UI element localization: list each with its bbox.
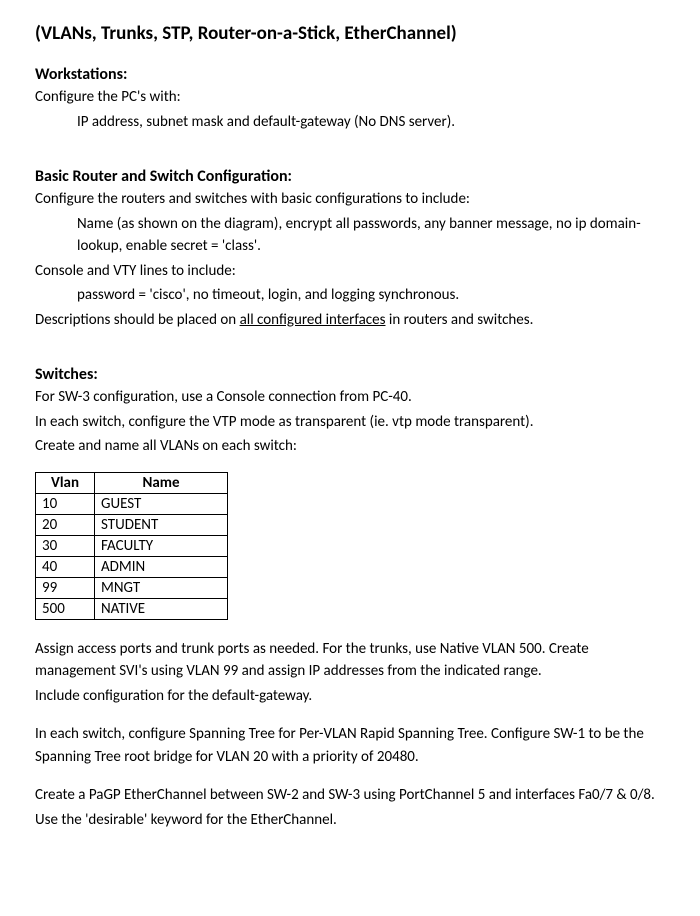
cell-name: ADMIN bbox=[95, 556, 228, 577]
table-row: 500 NATIVE bbox=[36, 598, 228, 619]
post-p1: Assign access ports and trunk ports as n… bbox=[35, 638, 665, 683]
post-p3b: Use the 'desirable' keyword for the Ethe… bbox=[35, 809, 665, 832]
basic-line5: Descriptions should be placed on all con… bbox=[35, 309, 665, 332]
col-header-name: Name bbox=[95, 472, 228, 493]
page-title: (VLANs, Trunks, STP, Router-on-a-Stick, … bbox=[35, 22, 665, 45]
cell-vlan: 20 bbox=[36, 514, 95, 535]
cell-vlan: 500 bbox=[36, 598, 95, 619]
switches-head: Switches: bbox=[35, 365, 665, 384]
cell-vlan: 99 bbox=[36, 577, 95, 598]
post-p1b: Include configuration for the default-ga… bbox=[35, 685, 665, 708]
cell-name: MNGT bbox=[95, 577, 228, 598]
cell-vlan: 40 bbox=[36, 556, 95, 577]
cell-name: STUDENT bbox=[95, 514, 228, 535]
cell-vlan: 10 bbox=[36, 493, 95, 514]
basic-line5u: all configured interfaces bbox=[240, 311, 386, 329]
vlan-table: Vlan Name 10 GUEST 20 STUDENT 30 FACULTY… bbox=[35, 472, 228, 620]
workstations-head: Workstations: bbox=[35, 65, 665, 84]
switches-line2: In each switch, configure the VTP mode a… bbox=[35, 411, 665, 434]
basic-line4: password = 'cisco', no timeout, login, a… bbox=[77, 284, 665, 307]
workstations-line1: Configure the PC's with: bbox=[35, 86, 665, 109]
workstations-line2: IP address, subnet mask and default-gate… bbox=[77, 111, 665, 134]
basic-line5b: in routers and switches. bbox=[385, 311, 533, 329]
table-header-row: Vlan Name bbox=[36, 472, 228, 493]
cell-vlan: 30 bbox=[36, 535, 95, 556]
table-row: 20 STUDENT bbox=[36, 514, 228, 535]
basic-head: Basic Router and Switch Configuration: bbox=[35, 167, 665, 186]
cell-name: FACULTY bbox=[95, 535, 228, 556]
basic-line3: Console and VTY lines to include: bbox=[35, 260, 665, 283]
table-row: 10 GUEST bbox=[36, 493, 228, 514]
switches-line3: Create and name all VLANs on each switch… bbox=[35, 435, 665, 458]
basic-line1: Configure the routers and switches with … bbox=[35, 188, 665, 211]
basic-line2: Name (as shown on the diagram), encrypt … bbox=[77, 213, 665, 258]
post-p3: Create a PaGP EtherChannel between SW-2 … bbox=[35, 784, 665, 807]
table-row: 40 ADMIN bbox=[36, 556, 228, 577]
table-row: 30 FACULTY bbox=[36, 535, 228, 556]
cell-name: GUEST bbox=[95, 493, 228, 514]
table-row: 99 MNGT bbox=[36, 577, 228, 598]
document-page: (VLANs, Trunks, STP, Router-on-a-Stick, … bbox=[0, 0, 700, 863]
col-header-vlan: Vlan bbox=[36, 472, 95, 493]
basic-line5a: Descriptions should be placed on bbox=[35, 311, 240, 329]
cell-name: NATIVE bbox=[95, 598, 228, 619]
switches-line1: For SW-3 configuration, use a Console co… bbox=[35, 386, 665, 409]
post-p2: In each switch, configure Spanning Tree … bbox=[35, 723, 665, 768]
